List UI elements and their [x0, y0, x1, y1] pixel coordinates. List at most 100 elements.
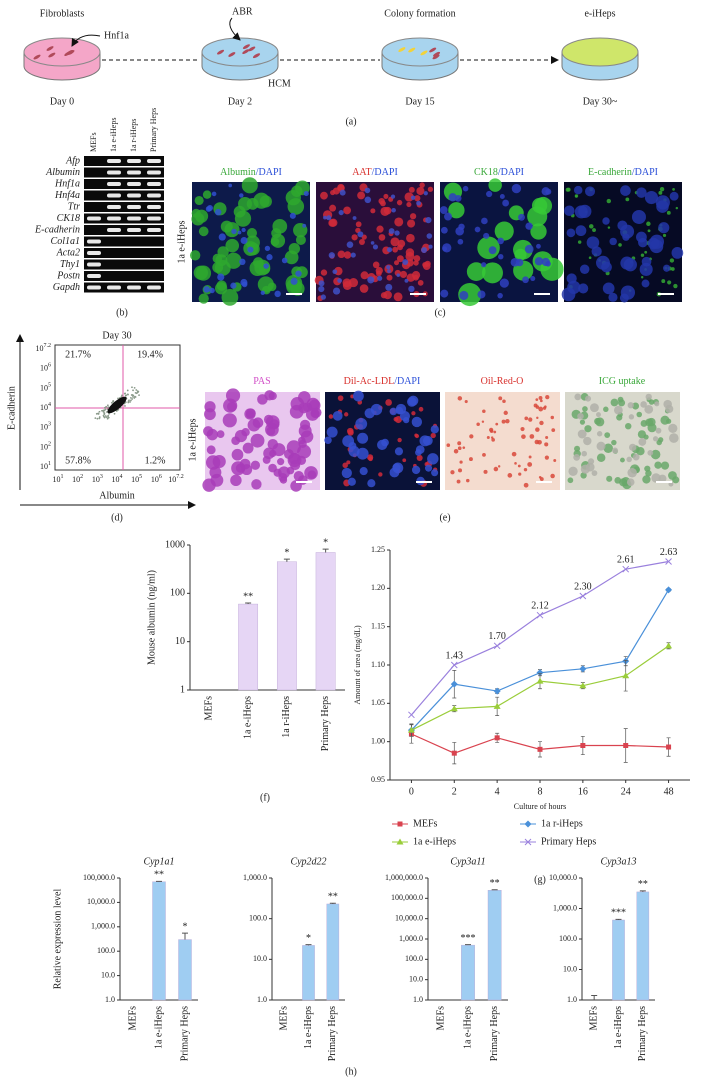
cell: [406, 201, 412, 208]
cell: [577, 240, 582, 244]
y-tick-label: 100.0: [249, 913, 267, 922]
event-core: [107, 396, 127, 414]
cell: [377, 275, 383, 281]
point: [407, 726, 415, 733]
cell: [675, 206, 679, 210]
x-tick-label: MEFs: [588, 1006, 599, 1031]
x-tick-label: Primary Heps: [327, 1006, 338, 1061]
event: [130, 399, 132, 402]
gel-row: [84, 156, 164, 166]
significance: *: [284, 547, 289, 558]
cell: [198, 293, 209, 304]
point-label: 2.61: [617, 554, 635, 565]
gel-row: [84, 259, 164, 270]
counter-stain: /DAPI: [372, 167, 398, 178]
cell: [428, 244, 433, 249]
cell: [614, 476, 622, 484]
point: [450, 661, 458, 669]
cell: [628, 414, 635, 420]
x-tick-label: 0: [409, 786, 414, 797]
cell: [457, 396, 463, 401]
cell: [662, 233, 667, 238]
point: [665, 586, 673, 594]
tick-exp: 2: [48, 442, 51, 448]
cell: [577, 412, 584, 420]
cell: [238, 196, 253, 211]
significance: *: [183, 921, 188, 932]
significance: ***: [461, 933, 476, 944]
tick-exp: 1: [48, 461, 51, 467]
cell: [499, 278, 509, 288]
cell: [579, 264, 590, 274]
cell: [402, 259, 409, 265]
cell: [442, 246, 448, 252]
lane-label: Primary Heps: [149, 108, 158, 152]
cell: [378, 472, 383, 477]
cell: [610, 398, 619, 407]
event: [103, 416, 106, 419]
stain-label: Albumin/DAPI: [220, 167, 282, 178]
cell: [203, 426, 214, 437]
x-tick-label: 107.2: [168, 474, 184, 483]
cell: [421, 247, 428, 254]
cell: [534, 196, 553, 215]
cell: [329, 204, 337, 212]
cell: [505, 418, 510, 424]
panel-label: (a): [345, 116, 356, 127]
event: [121, 394, 123, 397]
cell: [625, 197, 630, 202]
cell: [308, 399, 321, 412]
significance: **: [154, 870, 164, 881]
cell: [658, 437, 664, 443]
y-tick-label: 103: [40, 422, 51, 431]
cell: [545, 394, 550, 400]
gel-row: [84, 190, 164, 201]
y-axis-label: Amount of urea (mg/dL): [353, 625, 362, 705]
cell: [404, 278, 409, 283]
cell: [666, 210, 671, 215]
cell: [575, 225, 587, 237]
cell: [481, 262, 503, 284]
cell: [432, 54, 440, 60]
series-line: [410, 560, 669, 716]
y-tick-label: 100.0: [405, 954, 423, 963]
cell: [474, 226, 481, 233]
bar: [302, 945, 315, 1001]
event: [96, 417, 99, 420]
event: [126, 393, 129, 396]
y-tick-label: 101: [40, 461, 51, 470]
cell: [587, 458, 595, 465]
cell: [440, 226, 448, 234]
cell: [644, 190, 659, 205]
y-tick-label: 0.95: [371, 775, 385, 784]
cell: [218, 233, 226, 241]
cell: [386, 247, 393, 253]
cell: [206, 445, 216, 455]
stain-label: PAS: [253, 376, 270, 387]
quadrant-value: 57.8%: [65, 455, 91, 466]
cell: [230, 282, 237, 289]
point: [666, 744, 672, 750]
gene-label: Afp: [65, 155, 80, 166]
stain-name: Oil-Red-O: [481, 376, 524, 387]
tick-exp: 2: [80, 474, 83, 480]
cell: [643, 434, 649, 440]
cell: [380, 200, 386, 207]
point: [579, 592, 587, 600]
cell: [273, 468, 282, 477]
cell: [432, 51, 441, 57]
cell: [524, 244, 534, 254]
x-tick-label: 102: [72, 474, 83, 483]
gel-band: [127, 285, 141, 290]
cell: [376, 225, 384, 233]
gel-band: [127, 228, 141, 232]
point: [622, 565, 630, 573]
x-tick-label: 105: [131, 474, 142, 483]
cell: [647, 423, 657, 433]
cell: [618, 399, 626, 407]
cell: [538, 396, 543, 400]
point: [536, 669, 544, 677]
cell: [222, 413, 237, 428]
point: [493, 702, 501, 709]
cell: [573, 185, 583, 195]
